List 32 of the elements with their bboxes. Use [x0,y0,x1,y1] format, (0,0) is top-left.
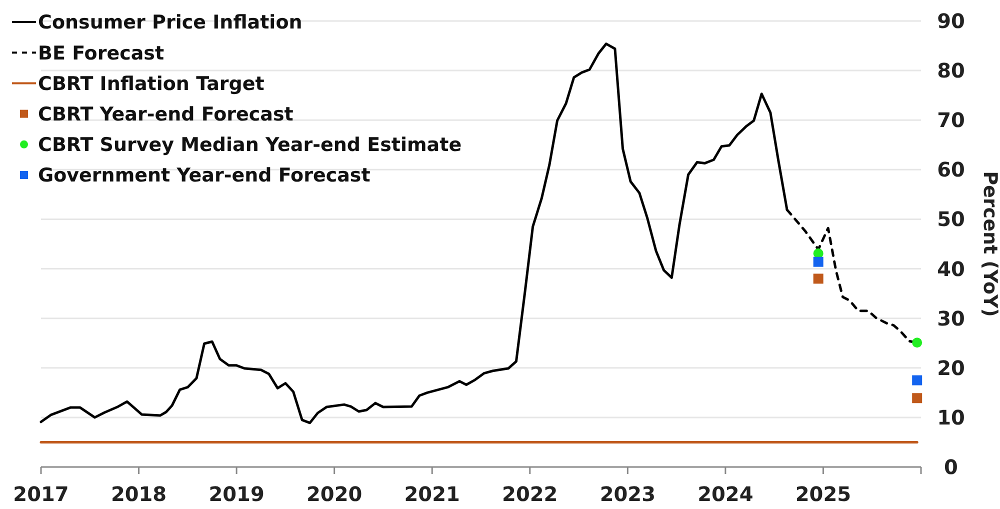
legend-label: CBRT Year-end Forecast [38,103,294,126]
y-tick-label: 10 [937,405,965,430]
point [912,393,922,404]
x-tick-label: 2018 [110,482,167,506]
x-tick-label: 2023 [600,482,656,506]
x-tick-label: 2019 [208,482,264,506]
x-tick-label: 2024 [698,482,754,506]
legend-label: BE Forecast [38,42,164,64]
x-tick-label: 2021 [404,482,460,506]
point [813,274,824,284]
x-tick-label: 2020 [306,482,362,506]
legend-label: Consumer Price Inflation [38,12,302,34]
x-tick-label: 2017 [13,482,69,506]
y-tick-label: 20 [937,356,965,380]
y-tick-label: 80 [937,58,965,83]
x-tick-label: 2022 [502,482,558,506]
y-tick-label: 40 [937,256,965,281]
y-axis-title: Percent (YoY) [979,171,1000,317]
y-tick-label: 0 [944,455,958,479]
legend-label: CBRT Survey Median Year-end Estimate [38,134,462,156]
point [912,375,922,386]
y-tick-label: 50 [937,207,965,232]
legend-label: CBRT Inflation Target [38,72,264,95]
point [813,248,824,258]
y-tick-label: 60 [937,158,965,182]
point [912,338,922,348]
y-tick-label: 70 [937,108,965,132]
legend-label: Government Year-end Forecast [38,164,370,187]
x-tick-label: 2025 [795,482,852,506]
point [813,256,824,267]
y-tick-label: 90 [937,9,965,33]
y-tick-label: 30 [937,306,965,330]
